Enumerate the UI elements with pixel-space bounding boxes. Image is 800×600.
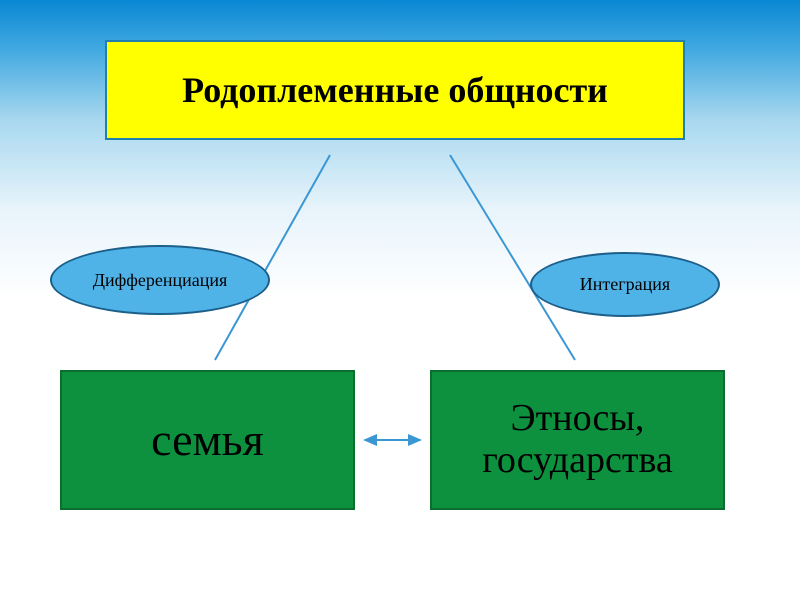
box-ethnos-state: Этносы, государства — [430, 370, 725, 510]
ellipse-label: Интеграция — [580, 274, 670, 295]
box-family: семья — [60, 370, 355, 510]
box-label: Этносы, государства — [482, 398, 673, 482]
ellipse-differentiation: Дифференциация — [50, 245, 270, 315]
title-box: Родоплеменные общности — [105, 40, 685, 140]
title-text: Родоплеменные общности — [182, 69, 608, 111]
box-label: семья — [151, 415, 264, 466]
ellipse-label: Дифференциация — [93, 270, 228, 291]
ellipse-integration: Интеграция — [530, 252, 720, 317]
